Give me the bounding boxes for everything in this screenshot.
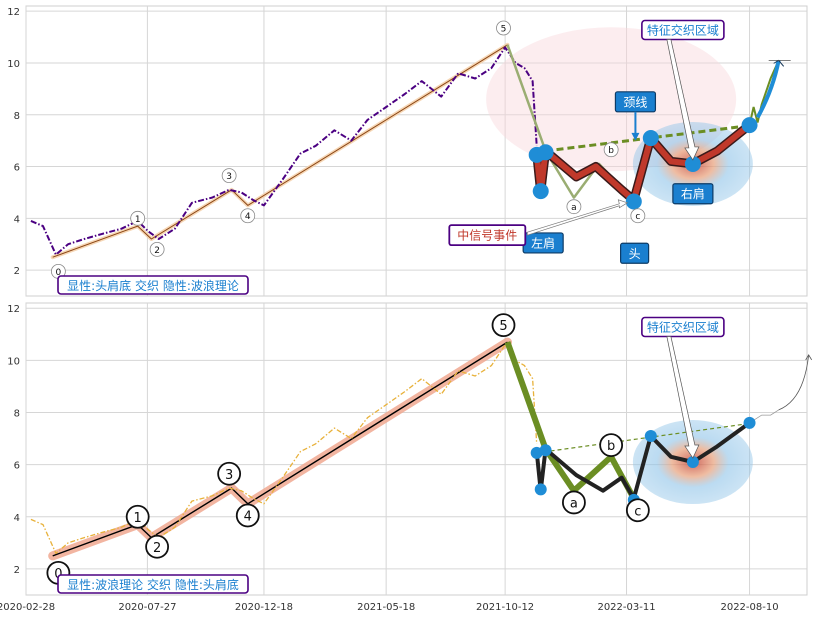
- wave-label-circle: [625, 498, 650, 523]
- wave-label: 3: [226, 172, 232, 182]
- y-tick-label: 10: [7, 59, 20, 70]
- feature-label-box: [641, 19, 725, 41]
- wave-label: 5: [499, 319, 507, 334]
- x-tick-label: 2021-05-18: [357, 602, 415, 613]
- wave-label-circle: [599, 433, 624, 457]
- y-tick-label: 4: [14, 214, 20, 225]
- wave-label-circle: [562, 490, 586, 515]
- y-tick-label: 10: [7, 356, 20, 367]
- wave-label-circle: [217, 461, 242, 486]
- tail-line: [749, 409, 779, 424]
- neckline-label: 颈线: [623, 95, 647, 109]
- head-label: 头: [629, 247, 641, 261]
- pattern-node: [539, 444, 552, 457]
- feature-label-box: [641, 316, 725, 338]
- price-line: [30, 344, 538, 554]
- pattern-node: [537, 144, 554, 161]
- wave-label: 4: [245, 212, 251, 222]
- projection-arc: [778, 354, 810, 411]
- y-tick-label: 8: [14, 409, 20, 420]
- pattern-node: [684, 155, 701, 172]
- wave-label-circle: [496, 20, 511, 36]
- y-tick-label: 4: [14, 513, 20, 524]
- wave-label-circle: [491, 313, 516, 338]
- citic-label-box: [448, 224, 527, 247]
- pattern-node: [743, 416, 756, 429]
- pattern-node: [644, 429, 657, 442]
- wave-label: a: [570, 496, 578, 511]
- x-tick-label: 2021-10-12: [476, 602, 534, 613]
- left-shoulder-label: 左肩: [531, 235, 555, 250]
- right-shoulder-label-box: [672, 183, 714, 205]
- feature-arrow: [666, 39, 700, 161]
- wave-label: 0: [56, 268, 62, 278]
- x-tick-label: 2020-12-18: [235, 602, 293, 613]
- caption-box: [57, 574, 249, 594]
- neckline: [536, 422, 754, 454]
- wave-label-circle: [630, 208, 646, 224]
- wave-label: 4: [244, 509, 252, 524]
- wave-label: 2: [153, 541, 161, 556]
- projection-arc-head: [805, 354, 813, 361]
- y-tick-label: 2: [14, 266, 20, 277]
- wave-label: 5: [501, 25, 507, 35]
- right-shoulder-label: 右肩: [681, 186, 705, 201]
- x-tick-label: 2022-08-10: [720, 602, 778, 613]
- trend-line: [52, 341, 508, 557]
- wave-label-circle: [240, 208, 256, 224]
- pattern-node: [642, 130, 659, 147]
- wave-label: 2: [154, 246, 160, 256]
- wave-label: 1: [135, 215, 141, 225]
- feature-label: 特征交织区域: [647, 320, 719, 335]
- pattern-node: [741, 117, 758, 134]
- y-tick-label: 12: [7, 7, 20, 18]
- citic-label: 中信号事件: [457, 228, 517, 243]
- wave-label-circle: [130, 210, 146, 226]
- neckline-pointer-head: [631, 132, 640, 141]
- wave-label: c: [635, 212, 640, 222]
- wave-label-circle: [221, 168, 237, 183]
- wave-label: b: [608, 146, 614, 156]
- price-line: [30, 46, 538, 256]
- pattern-node: [625, 193, 642, 210]
- wave-label: b: [607, 439, 615, 454]
- y-tick-label: 6: [14, 163, 20, 174]
- wave-label-circle: [235, 503, 260, 528]
- wave-label-circle: [149, 241, 165, 257]
- wave-label-circle: [125, 504, 150, 529]
- caption-label: 显性:波浪理论 交织 隐性:头肩底: [67, 577, 239, 592]
- citic-arrow: [526, 199, 629, 236]
- wave-label-circle: [566, 199, 582, 215]
- pattern-node: [532, 183, 549, 200]
- pattern-node: [686, 456, 699, 469]
- x-tick-label: 2020-07-27: [118, 602, 176, 613]
- caption-label: 显性:头肩底 交织 隐性:波浪理论: [67, 278, 239, 293]
- pattern-node: [534, 483, 547, 496]
- caption-box: [57, 275, 249, 295]
- feature-label: 特征交织区域: [647, 23, 719, 38]
- y-tick-label: 12: [7, 304, 20, 315]
- wave-label: 0: [54, 567, 62, 582]
- wave-label-circle: [145, 534, 170, 559]
- projection-arrow: [755, 59, 781, 119]
- y-tick-label: 8: [14, 111, 20, 122]
- head-label-box: [620, 242, 650, 264]
- y-tick-label: 2: [14, 565, 20, 576]
- wave-label: c: [634, 504, 641, 519]
- wave-label: a: [571, 203, 577, 213]
- trend-line: [52, 44, 508, 258]
- wave-label: 1: [134, 511, 142, 526]
- y-tick-label: 6: [14, 461, 20, 472]
- x-tick-label: 2020-02-28: [0, 602, 55, 613]
- wave-label-circle: [603, 142, 619, 158]
- feature-arrow: [666, 336, 700, 459]
- wave-label: 3: [225, 468, 233, 483]
- x-tick-label: 2022-03-11: [597, 602, 655, 613]
